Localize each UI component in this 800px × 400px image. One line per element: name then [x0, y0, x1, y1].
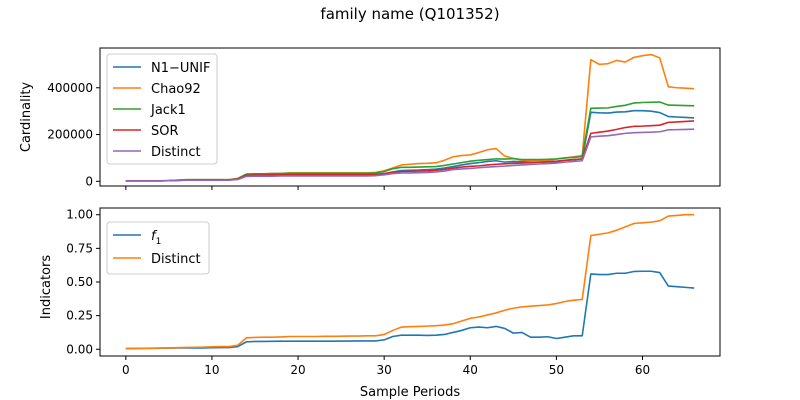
indicators-y-ticks: 0.00 0.25 0.50 0.75 1.00 [66, 208, 100, 356]
cardinality-y-tick-label: 200000 [47, 128, 93, 142]
f1-series-line [125, 270, 695, 350]
indicators-legend: f1 Distinct [106, 221, 210, 275]
indicators-y-tick-label: 0.25 [66, 309, 93, 323]
x-tick-label: 50 [549, 363, 564, 377]
cardinality-legend-box [106, 53, 218, 165]
cardinality-y-ticks: 0 200000 400000 [47, 81, 100, 188]
chart-title: family name (Q101352) [320, 5, 499, 23]
indicators-y-tick-label: 1.00 [66, 208, 93, 222]
cardinality-y-tick-label: 0 [85, 174, 93, 188]
distinct-series-line [125, 213, 695, 350]
x-tick-label: 20 [290, 363, 305, 377]
cardinality-series-lines [125, 53, 695, 182]
x-tick-label: 60 [635, 363, 650, 377]
indicators-subplot: 0.00 0.25 0.50 0.75 1.00 0 10 20 30 40 50 60 Indic… [39, 207, 721, 377]
legend-label-jack1: Jack1 [150, 103, 186, 118]
legend-label-chao92: Chao92 [151, 82, 201, 97]
indicators-y-tick-label: 0.00 [66, 342, 93, 356]
legend-label-f1: f1 [151, 229, 161, 247]
legend-label-distinct: Distinct [151, 252, 201, 267]
indicators-series-lines [125, 213, 695, 350]
legend-label-sor: SOR [151, 124, 179, 139]
x-tick-label: 40 [463, 363, 478, 377]
x-tick-label: 30 [377, 363, 392, 377]
indicators-x-ticks: 0 10 20 30 40 50 60 [122, 356, 650, 377]
x-tick-label: 0 [122, 363, 130, 377]
cardinality-legend: N1−UNIF Chao92 Jack1 SOR Distinct [106, 53, 218, 165]
x-axis-label: Sample Periods [360, 385, 460, 400]
cardinality-subplot: 0 200000 400000 Cardinality N1−UNIF Chao92 J… [19, 47, 721, 190]
cardinality-y-tick-label: 400000 [47, 81, 93, 95]
cardinality-plot-frame [99, 47, 721, 187]
indicators-y-tick-label: 0.75 [66, 241, 93, 255]
cardinality-y-axis-label: Cardinality [19, 82, 34, 153]
distinct-series-line [125, 128, 695, 182]
indicators-y-tick-label: 0.50 [66, 275, 93, 289]
legend-label-n1-unif: N1−UNIF [151, 61, 210, 76]
cardinality-x-ticks [125, 186, 643, 190]
indicators-y-axis-label: Indicators [39, 255, 54, 319]
legend-label-distinct: Distinct [151, 145, 201, 160]
x-tick-label: 10 [204, 363, 219, 377]
